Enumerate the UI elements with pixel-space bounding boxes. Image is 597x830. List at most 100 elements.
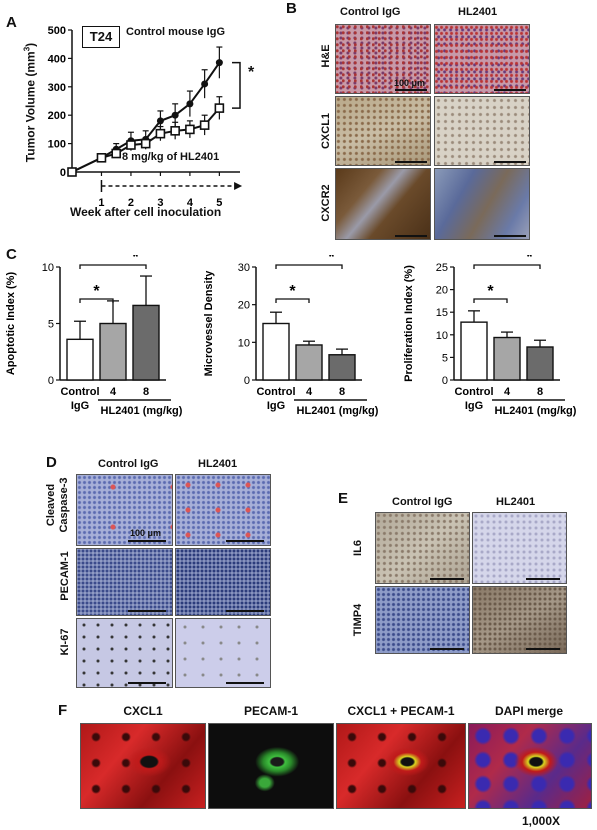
a-x-tick-label: 1 [98, 197, 104, 209]
c-significance-8: * [328, 255, 335, 266]
panel-d-header-hl2401: HL2401 [198, 458, 238, 470]
b-scale-text: 100 μm [394, 78, 426, 88]
magnification-label: 1,000X [522, 814, 561, 828]
c-bar [526, 346, 554, 381]
f-label-merge: CXCL1 + PECAM-1 [347, 704, 455, 718]
b-scale-bar-2 [494, 89, 526, 91]
a-hl2401-point [111, 148, 122, 159]
e-timp4-hl2401-image [472, 586, 567, 654]
c-y-tick-label: 30 [238, 262, 250, 274]
c-igg-label: IgG [71, 400, 89, 412]
c-bracket-8 [79, 264, 147, 269]
d-scale-text: 100 μm [130, 528, 162, 538]
c-bar [262, 322, 290, 381]
a-hl2401-line [71, 107, 221, 173]
panel-d-label: D [46, 454, 57, 471]
b-scale-bar-1 [395, 89, 427, 91]
panel-f-label: F [58, 702, 68, 719]
c-y-tick-label: 5 [442, 352, 448, 364]
d-scale-bar-6 [226, 682, 264, 684]
d-ki67-control-image [76, 618, 173, 688]
e-scale-bar-3 [430, 648, 464, 650]
b-scale-bar-5 [395, 235, 427, 237]
f-cxcl1-image [80, 723, 206, 809]
c-dose-label: 8 [143, 386, 149, 398]
ylabel-sup: 3 [22, 46, 32, 52]
a-x-tick-label: 2 [128, 197, 134, 209]
c-y-tick-label: 10 [42, 262, 54, 274]
c-y-tick-label: 10 [436, 330, 448, 342]
c-dose-label: 4 [110, 386, 117, 398]
panel-a-label: A [6, 14, 17, 31]
panel-e-row-il6: IL6 [352, 540, 364, 556]
e-il6-control-image [375, 512, 470, 584]
c-y-tick-label: 10 [238, 337, 250, 349]
c-group-label: HL2401 (mg/kg) [101, 405, 183, 417]
c-dose-label: 4 [306, 386, 313, 398]
f-pecam1-image [208, 723, 334, 809]
a-hl2401-point [185, 124, 195, 135]
panel-b-header-hl2401: HL2401 [458, 6, 498, 18]
c-bar [328, 354, 356, 381]
d-scale-bar-1 [128, 540, 166, 542]
c-igg-label: IgG [465, 400, 483, 412]
c-significance-4: * [487, 283, 494, 300]
b-cxcl1-control-image [335, 96, 431, 166]
a-y-tick-label: 0 [60, 167, 66, 179]
c-control-label: Control [454, 386, 493, 398]
a-control-point [215, 59, 223, 67]
c-y-tick-label: 5 [48, 319, 54, 331]
d-scale-bar-4 [226, 610, 264, 612]
f-dapi-image [468, 723, 592, 809]
c-y-axis-label: Apoptotic Index (%) [5, 272, 17, 376]
b-scale-bar-6 [494, 235, 526, 237]
c-bar [295, 344, 323, 381]
d-pecam-control-image [76, 548, 173, 616]
panel-e-header-control: Control IgG [392, 496, 453, 508]
panel-b-row-cxcl1: CXCL1 [320, 112, 332, 150]
d-scale-bar-2 [226, 540, 264, 542]
a-y-tick-label: 300 [48, 82, 66, 94]
d-caspase-control-image [76, 474, 173, 546]
c-y-axis-label: Proliferation Index (%) [403, 265, 415, 382]
a-control-point [186, 100, 194, 108]
b-cxcr2-hl2401-image [434, 168, 530, 240]
a-control-point [171, 111, 179, 119]
tumor-volume-chart: 0 100 200 300 400 500 1 2 3 4 5 [48, 25, 243, 209]
c-significance-4: * [93, 283, 100, 300]
a-hl2401-point [96, 153, 107, 163]
proliferation-index-chart: 0 5 10 15 20 25 Proliferation Index (%) * * Contr… [403, 255, 577, 417]
week-axis-label: Week after cell inoculation [70, 205, 222, 219]
f-label-dapi: DAPI merge [494, 704, 564, 718]
c-y-tick-label: 20 [436, 285, 448, 297]
a-treatment-arrowhead [234, 182, 243, 190]
microvessel-density-chart: 0 10 20 30 Microvessel Density * * Control IgG 4 8… [203, 255, 379, 417]
panel-b-label: B [286, 0, 297, 17]
c-bar [66, 338, 94, 381]
panel-c-label: C [6, 246, 17, 263]
a-control-line [71, 62, 221, 173]
panel-d-header-control: Control IgG [98, 458, 159, 470]
c-y-tick-label: 0 [442, 375, 448, 387]
c-bar [460, 321, 488, 381]
a-hl2401-point [214, 103, 225, 113]
c-y-tick-label: 25 [436, 262, 448, 274]
b-scale-bar-4 [494, 161, 526, 163]
f-label-cxcl1: CXCL1 [123, 704, 163, 718]
c-y-tick-label: 0 [48, 375, 54, 387]
b-he-hl2401-image [434, 24, 530, 94]
c-group-label: HL2401 (mg/kg) [297, 405, 379, 417]
panel-d-row-pecam: PECAM-1 [59, 551, 71, 601]
c-y-axis-label: Microvessel Density [203, 270, 215, 377]
a-hl2401-point [155, 128, 166, 139]
e-il6-hl2401-image [472, 512, 567, 584]
t24-box: T24 [82, 26, 120, 48]
a-hl2401-point [199, 120, 210, 130]
c-bar [132, 304, 160, 381]
c-bracket-8 [473, 264, 541, 269]
a-hl2401-point [67, 167, 77, 177]
c-significance-8: * [526, 255, 533, 266]
c-dose-label: 8 [537, 386, 543, 398]
hl2401-series-label: 8 mg/kg of HL2401 [122, 151, 220, 163]
b-cxcl1-hl2401-image [434, 96, 530, 166]
